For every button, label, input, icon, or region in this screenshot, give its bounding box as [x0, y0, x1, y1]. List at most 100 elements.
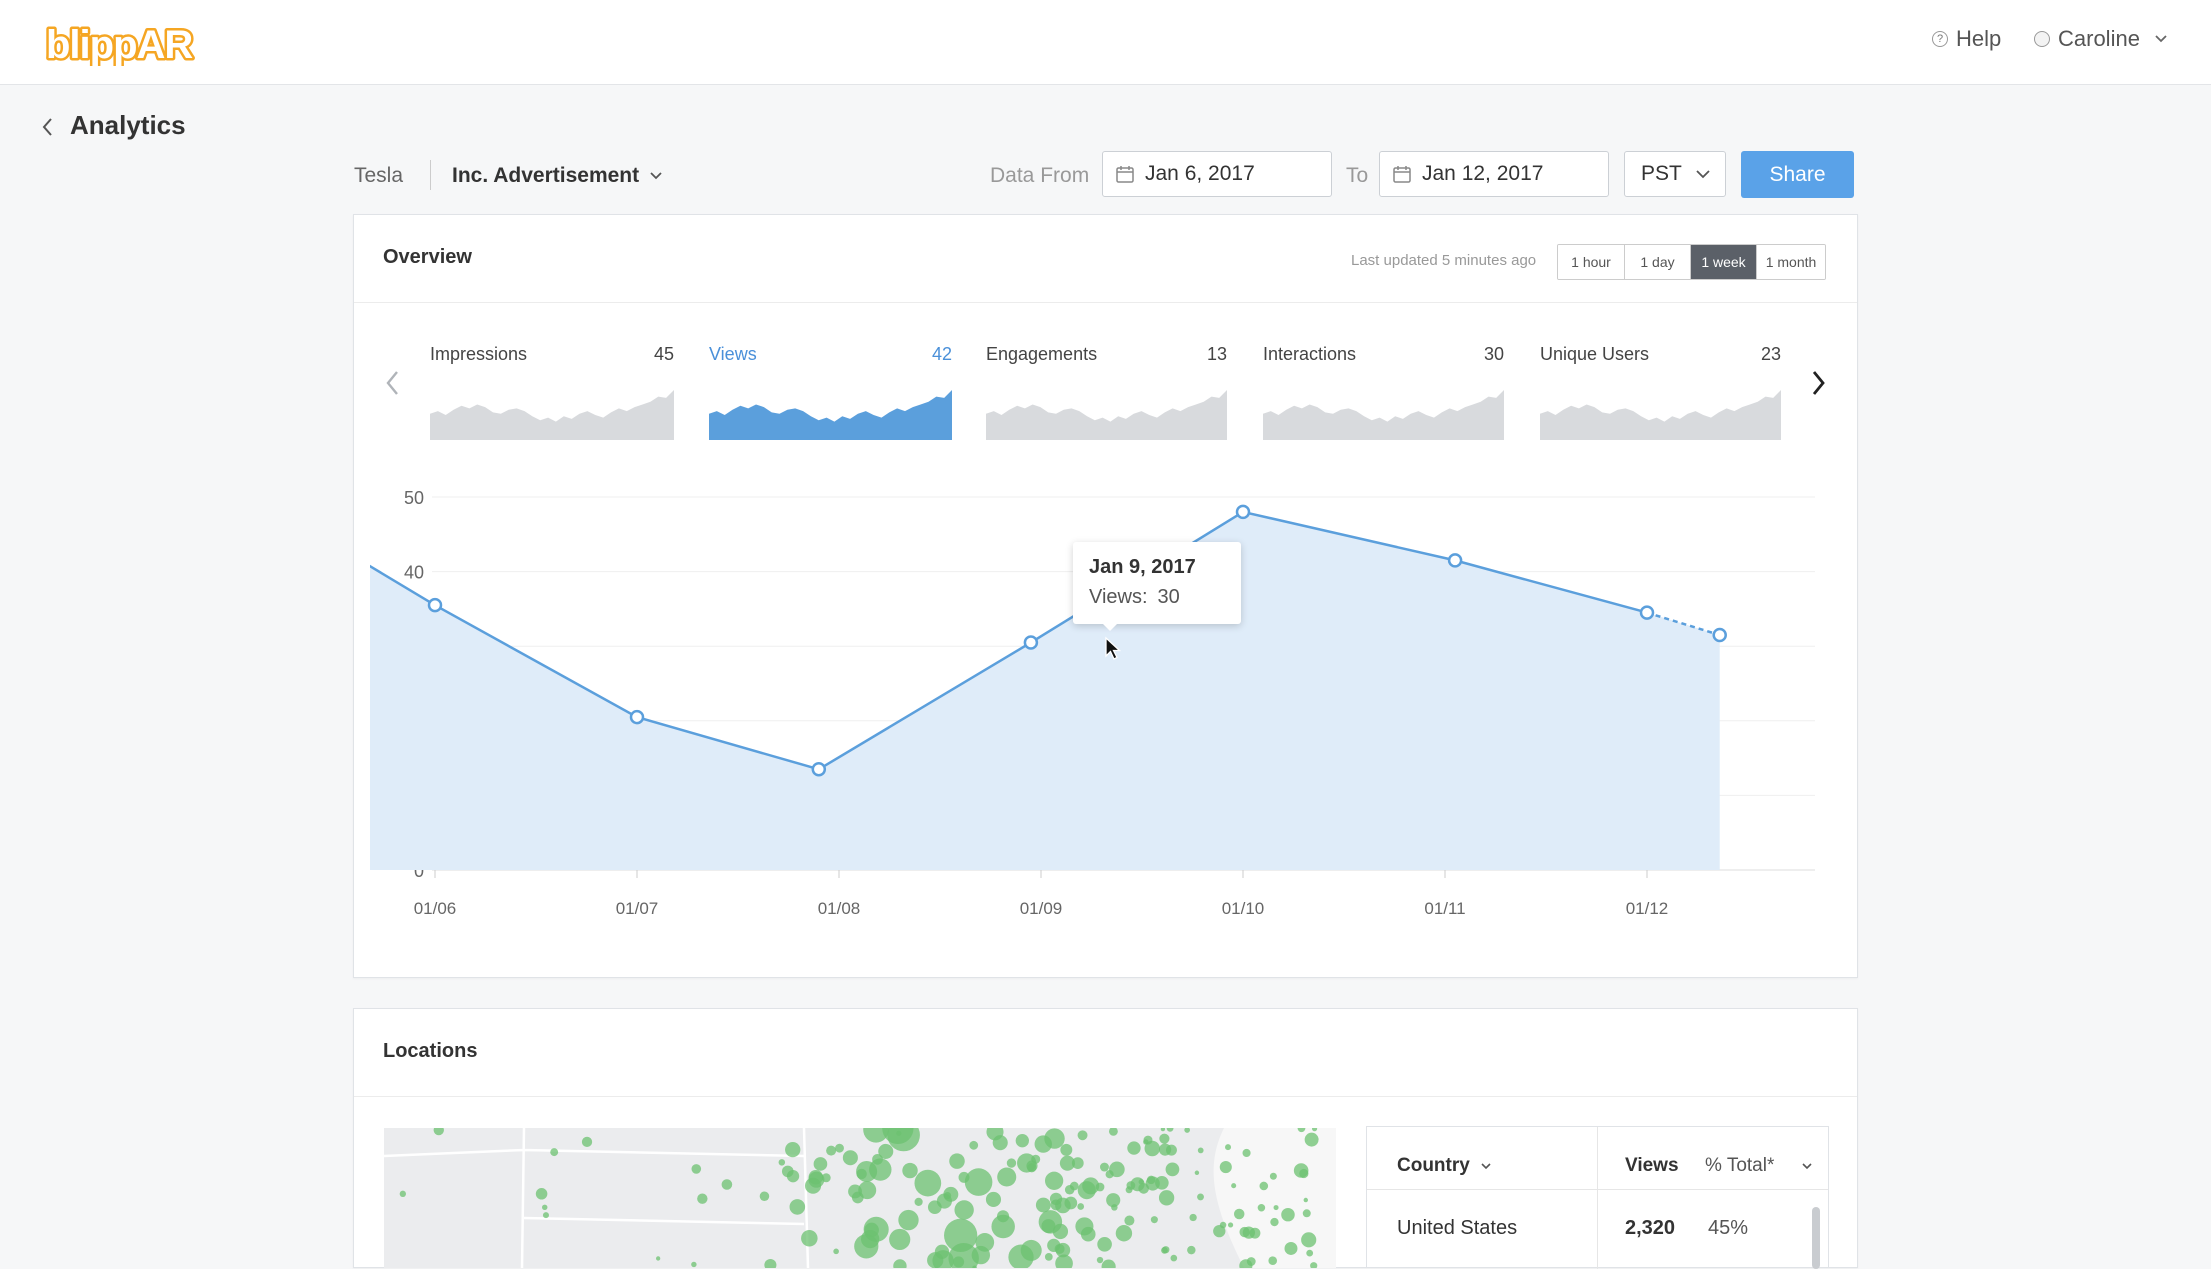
- views-column-header[interactable]: Views: [1625, 1155, 1679, 1176]
- location-bubble: [1071, 1157, 1084, 1169]
- location-bubble: [1096, 1256, 1104, 1264]
- chevron-down-icon: [1802, 1163, 1812, 1170]
- range-1-week-button[interactable]: 1 week: [1691, 245, 1757, 279]
- location-bubble: [1268, 1256, 1278, 1266]
- x-tick-label: 01/12: [1626, 899, 1669, 918]
- total-column-header[interactable]: % Total*: [1705, 1155, 1813, 1177]
- location-bubble: [949, 1153, 965, 1169]
- location-bubble: [1306, 1249, 1314, 1257]
- table-row[interactable]: United States 2,320 45%: [1367, 1189, 1828, 1269]
- location-bubble: [902, 1162, 918, 1179]
- data-point[interactable]: [1235, 504, 1251, 520]
- location-bubble: [691, 1164, 702, 1174]
- location-bubble: [1099, 1162, 1109, 1172]
- metric-tab-views[interactable]: Views 42: [709, 344, 952, 444]
- svg-text:blippAR: blippAR: [46, 23, 193, 66]
- tooltip-value: 30: [1157, 586, 1180, 608]
- data-point[interactable]: [1023, 635, 1039, 650]
- share-button[interactable]: Share: [1741, 151, 1854, 198]
- country-column-header[interactable]: Country: [1397, 1155, 1492, 1177]
- data-point[interactable]: [427, 597, 443, 613]
- location-bubble: [535, 1188, 548, 1200]
- location-bubble: [1242, 1226, 1256, 1239]
- help-link[interactable]: ? Help: [1932, 26, 2001, 52]
- data-point[interactable]: [811, 762, 827, 777]
- tooltip-date: Jan 9, 2017: [1089, 556, 1196, 578]
- location-bubble: [1064, 1196, 1078, 1210]
- location-bubble: [1125, 1186, 1133, 1194]
- location-bubble: [550, 1148, 559, 1157]
- country-header-label: Country: [1397, 1155, 1470, 1176]
- chevron-down-icon: [1481, 1163, 1491, 1170]
- chevron-left-icon[interactable]: [40, 116, 56, 138]
- series-line-projection: [1646, 611, 1721, 637]
- range-1-month-button[interactable]: 1 month: [1757, 245, 1825, 279]
- views-area-chart: 0102030405001/0601/0701/0801/0901/1001/1…: [370, 488, 1815, 918]
- location-bubble: [697, 1193, 708, 1204]
- location-bubble: [656, 1256, 661, 1261]
- data-point[interactable]: [1639, 605, 1655, 620]
- location-bubble: [964, 1168, 993, 1196]
- data-point[interactable]: [1447, 553, 1463, 568]
- timezone-select[interactable]: PST: [1624, 151, 1726, 197]
- location-bubble: [943, 1191, 952, 1200]
- location-bubble: [835, 1143, 844, 1153]
- table-scrollbar[interactable]: [1812, 1207, 1820, 1269]
- metric-value: 13: [1206, 344, 1227, 364]
- area-fill: [370, 511, 1720, 870]
- location-bubble: [1301, 1232, 1317, 1248]
- metric-tab-unique-users[interactable]: Unique Users 23: [1540, 344, 1781, 444]
- user-menu[interactable]: Caroline: [2034, 26, 2168, 52]
- x-tick-label: 01/10: [1222, 899, 1265, 918]
- location-bubble: [1064, 1184, 1075, 1195]
- location-bubble: [954, 1200, 974, 1220]
- data-point[interactable]: [629, 709, 645, 725]
- location-bubble: [1077, 1130, 1088, 1141]
- row-pct: 45%: [1708, 1217, 1749, 1239]
- range-1-day-button[interactable]: 1 day: [1625, 245, 1691, 279]
- location-bubble: [581, 1136, 593, 1147]
- location-bubble: [969, 1140, 979, 1150]
- location-bubble: [1158, 1190, 1175, 1206]
- location-bubble: [1159, 1133, 1170, 1144]
- sparkline-views: [709, 390, 952, 440]
- metric-tab-impressions[interactable]: Impressions 45: [430, 344, 674, 444]
- tooltip-pointer: [1101, 622, 1119, 631]
- location-bubble: [399, 1190, 407, 1197]
- to-date-field[interactable]: Jan 12, 2017: [1379, 151, 1609, 197]
- to-date-value: Jan 12, 2017: [1422, 162, 1544, 185]
- location-bubble: [882, 1128, 914, 1145]
- top-bar: blippAR ? Help Caroline: [0, 0, 2211, 85]
- location-bubble: [1270, 1217, 1279, 1227]
- sparkline-area: [1540, 390, 1781, 440]
- page-title: Analytics: [70, 110, 186, 140]
- location-bubble: [1197, 1147, 1204, 1154]
- series-line: [370, 510, 1648, 771]
- sparkline-interactions: [1263, 390, 1504, 440]
- location-bubble: [1144, 1140, 1160, 1157]
- location-bubble: [789, 1199, 806, 1215]
- location-bubble: [1026, 1160, 1038, 1172]
- blippar-logo[interactable]: blippAR: [44, 18, 204, 67]
- location-bubble: [1106, 1193, 1121, 1208]
- location-bubble: [992, 1135, 1008, 1151]
- sparkline-impressions: [430, 390, 674, 440]
- range-1-hour-button[interactable]: 1 hour: [1558, 245, 1625, 279]
- chevron-down-icon: [2155, 35, 2167, 43]
- location-bubble: [1231, 1183, 1237, 1189]
- metric-value: 23: [1760, 344, 1781, 364]
- metric-tab-engagements[interactable]: Engagements 13: [986, 344, 1227, 444]
- location-bubble: [842, 1150, 858, 1166]
- chart-tooltip: Jan 9, 2017 Views: 30: [1073, 542, 1241, 631]
- chevron-left-icon[interactable]: [383, 368, 403, 398]
- chevron-right-icon[interactable]: [1808, 368, 1828, 398]
- from-date-value: Jan 6, 2017: [1145, 162, 1255, 185]
- data-point[interactable]: [1712, 627, 1727, 643]
- campaign-dropdown[interactable]: Inc. Advertisement: [452, 164, 663, 188]
- metric-tab-interactions[interactable]: Interactions 30: [1263, 344, 1504, 444]
- from-date-field[interactable]: Jan 6, 2017: [1102, 151, 1332, 197]
- last-updated-text: Last updated 5 minutes ago: [1351, 252, 1537, 269]
- location-bubble: [721, 1179, 733, 1190]
- sparkline-area: [986, 390, 1227, 440]
- locations-map[interactable]: [384, 1128, 1336, 1268]
